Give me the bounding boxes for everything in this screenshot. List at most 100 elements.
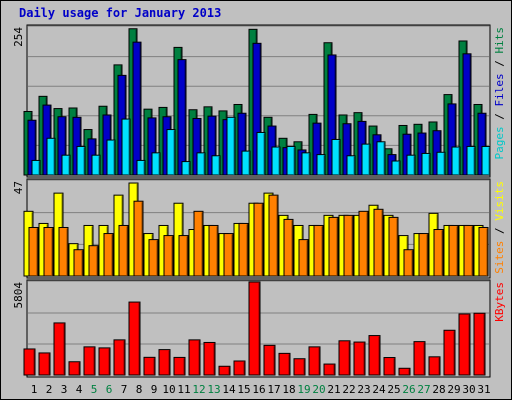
legend-item: / <box>493 221 506 241</box>
legend-item: Pages <box>493 126 506 159</box>
bar-pages-day-3 <box>61 154 71 176</box>
bar-kbytes-day-15 <box>233 360 246 376</box>
bar-kbytes-day-7 <box>113 339 126 376</box>
bar-kbytes-day-25 <box>383 357 396 376</box>
x-tick-label: 21 <box>327 383 340 396</box>
bar-sites-day-10 <box>163 235 174 277</box>
bar-pages-day-1 <box>31 159 41 176</box>
legend-item: Hits <box>493 27 506 54</box>
bar-sites-day-9 <box>148 239 159 277</box>
x-tick-label: 31 <box>477 383 490 396</box>
bar-pages-day-18 <box>286 145 296 176</box>
bar-pages-day-17 <box>271 146 281 176</box>
bar-kbytes-day-24 <box>368 335 381 376</box>
bar-pages-day-11 <box>181 161 191 176</box>
x-tick-label: 26 <box>402 383 415 396</box>
bar-sites-day-13 <box>208 224 219 277</box>
bar-kbytes-day-1 <box>23 348 36 376</box>
x-tick-label: 25 <box>387 383 400 396</box>
x-tick-label: 24 <box>372 383 386 396</box>
bar-kbytes-day-2 <box>38 352 51 376</box>
legend-item: / <box>493 54 506 74</box>
legend-item: Visits <box>493 181 506 221</box>
bar-kbytes-day-5 <box>83 346 96 376</box>
bar-sites-day-2 <box>43 226 54 277</box>
bar-sites-day-24 <box>373 208 384 277</box>
bar-kbytes-day-26 <box>398 367 411 376</box>
x-tick-label: 22 <box>342 383 355 396</box>
x-tick-label: 30 <box>462 383 475 396</box>
bar-pages-day-31 <box>481 145 491 176</box>
x-tick-label: 12 <box>192 383 205 396</box>
bar-kbytes-day-29 <box>443 329 456 376</box>
panel-hits_files_pages: 254 Pages / Files / Hits <box>12 24 506 178</box>
x-tick-label: 11 <box>177 383 190 396</box>
bar-pages-day-8 <box>136 159 146 176</box>
y-max-label: 254 <box>12 27 25 47</box>
bar-pages-day-20 <box>316 154 326 176</box>
x-tick-label: 20 <box>312 383 325 396</box>
y-max-label: 47 <box>12 181 25 194</box>
bar-sites-day-8 <box>133 200 144 277</box>
bar-pages-day-19 <box>301 152 311 176</box>
bar-sites-day-5 <box>88 245 99 277</box>
legend-item: KBytes <box>493 282 506 322</box>
x-tick-label: 18 <box>282 383 295 396</box>
bar-kbytes-day-16 <box>248 281 261 376</box>
bar-sites-day-14 <box>223 233 234 277</box>
bar-sites-day-21 <box>328 216 339 277</box>
bar-kbytes-day-11 <box>173 356 186 376</box>
x-tick-label: 28 <box>432 383 445 396</box>
legend: KBytes <box>493 282 506 322</box>
bar-sites-day-23 <box>358 210 369 277</box>
x-tick-label: 4 <box>76 383 83 396</box>
bar-kbytes-day-23 <box>353 341 366 376</box>
bar-pages-day-29 <box>451 146 461 176</box>
bar-sites-day-17 <box>268 194 279 277</box>
bar-pages-day-7 <box>121 118 131 176</box>
bar-kbytes-day-19 <box>293 358 306 376</box>
x-tick-label: 19 <box>297 383 310 396</box>
legend-item: Files <box>493 73 506 106</box>
bar-pages-day-25 <box>391 160 401 176</box>
bar-pages-day-23 <box>361 143 371 176</box>
bar-kbytes-day-27 <box>413 341 426 376</box>
bar-kbytes-day-17 <box>263 344 276 376</box>
x-tick-label: 27 <box>417 383 430 396</box>
bar-kbytes-day-13 <box>203 341 216 376</box>
bar-kbytes-day-18 <box>278 352 291 376</box>
bar-kbytes-day-6 <box>98 347 111 376</box>
bar-pages-day-5 <box>91 154 101 176</box>
bar-pages-day-12 <box>196 152 206 176</box>
bar-sites-day-30 <box>463 224 474 277</box>
bar-sites-day-15 <box>238 222 249 277</box>
bar-pages-day-10 <box>166 129 176 176</box>
chart-title: Daily usage for January 2013 <box>19 6 222 20</box>
x-tick-label: 16 <box>252 383 265 396</box>
bar-pages-day-2 <box>46 137 56 176</box>
x-tick-label: 1 <box>31 383 38 396</box>
bar-sites-day-25 <box>388 216 399 277</box>
bar-sites-day-20 <box>313 224 324 277</box>
x-tick-label: 23 <box>357 383 370 396</box>
x-tick-label: 15 <box>237 383 250 396</box>
x-tick-label: 10 <box>162 383 175 396</box>
bar-pages-day-27 <box>421 152 431 176</box>
bar-kbytes-day-12 <box>188 339 201 376</box>
bar-kbytes-day-9 <box>143 356 156 376</box>
x-tick-label: 3 <box>61 383 68 396</box>
x-tick-label: 9 <box>151 383 158 396</box>
panel-visits_sites: 47 Sites / Visits <box>12 178 506 279</box>
bar-pages-day-13 <box>211 155 221 176</box>
x-tick-label: 8 <box>136 383 143 396</box>
bar-pages-day-4 <box>76 145 86 176</box>
bar-kbytes-day-22 <box>338 340 351 376</box>
bar-kbytes-day-8 <box>128 301 141 376</box>
bar-pages-day-22 <box>346 155 356 176</box>
x-tick-label: 14 <box>222 383 236 396</box>
bar-kbytes-day-10 <box>158 349 171 376</box>
bar-pages-day-28 <box>436 151 446 176</box>
bar-kbytes-day-4 <box>68 361 81 376</box>
bar-sites-day-4 <box>73 249 84 277</box>
